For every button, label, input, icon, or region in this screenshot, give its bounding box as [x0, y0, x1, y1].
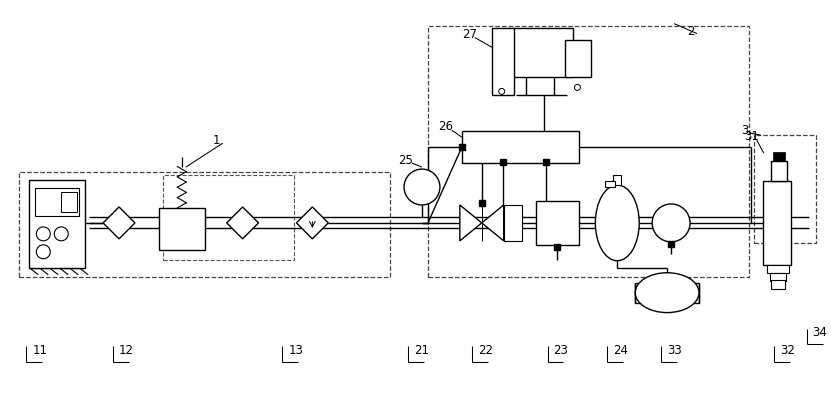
Text: 31: 31 [744, 130, 759, 143]
Circle shape [54, 227, 68, 241]
Text: 24: 24 [613, 344, 628, 357]
Text: 34: 34 [813, 327, 828, 339]
Bar [605, 181, 615, 187]
Text: 25: 25 [398, 154, 413, 167]
Text: 21: 21 [414, 344, 429, 357]
Text: 27: 27 [462, 28, 477, 41]
Bar [613, 175, 622, 185]
Bar [36, 188, 79, 216]
Bar [492, 28, 514, 95]
Ellipse shape [595, 185, 639, 261]
Bar [635, 283, 699, 303]
Polygon shape [482, 205, 504, 241]
Text: 23: 23 [553, 344, 568, 357]
Circle shape [404, 169, 440, 205]
Bar [763, 181, 790, 265]
Text: 1: 1 [213, 134, 220, 147]
Polygon shape [103, 207, 135, 239]
Bar [512, 28, 573, 77]
Bar [29, 180, 85, 268]
Polygon shape [227, 207, 258, 239]
Text: 13: 13 [288, 344, 303, 357]
Circle shape [652, 204, 690, 242]
Polygon shape [297, 207, 328, 239]
Polygon shape [460, 205, 482, 241]
Text: 12: 12 [119, 344, 134, 357]
Bar [773, 152, 784, 161]
Bar [770, 273, 785, 281]
Bar [535, 201, 579, 245]
Bar [504, 205, 522, 241]
Bar [770, 280, 784, 289]
Circle shape [574, 85, 580, 90]
Circle shape [37, 245, 51, 259]
Bar [61, 192, 77, 212]
Text: 11: 11 [32, 344, 47, 357]
Bar [159, 208, 204, 250]
Bar [462, 131, 579, 163]
Ellipse shape [635, 273, 699, 312]
Text: 32: 32 [779, 344, 794, 357]
Bar [770, 161, 787, 181]
Text: 22: 22 [478, 344, 493, 357]
Text: 26: 26 [438, 120, 453, 133]
Text: 2: 2 [687, 24, 695, 38]
Text: 3: 3 [741, 124, 748, 137]
Bar [767, 265, 789, 273]
Text: 33: 33 [667, 344, 682, 357]
Circle shape [499, 88, 504, 94]
Circle shape [37, 227, 51, 241]
Bar [565, 40, 592, 77]
